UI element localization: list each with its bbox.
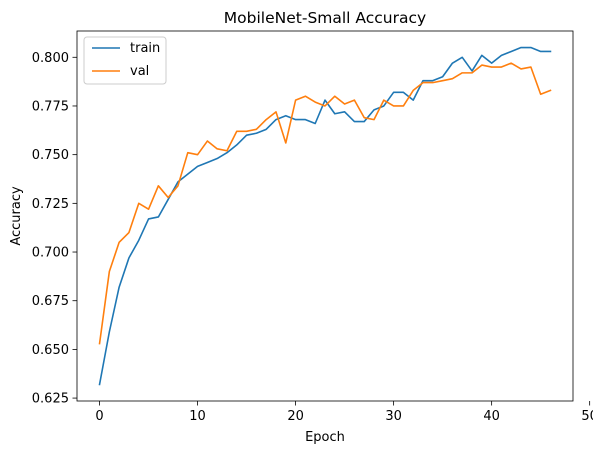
series-line-train <box>98 46 552 386</box>
legend-label-val: val <box>130 64 149 79</box>
y-tick-label: 0.700 <box>32 246 69 261</box>
plot-area <box>77 31 573 401</box>
x-tick-label: 50 <box>581 409 593 424</box>
x-tick-label: 20 <box>287 409 304 424</box>
y-tick-label: 0.775 <box>32 99 69 114</box>
chart-title: MobileNet-Small Accuracy <box>224 9 426 27</box>
x-tick-label: 0 <box>95 409 103 424</box>
x-tick-label: 30 <box>385 409 402 424</box>
y-tick-label: 0.750 <box>32 148 69 163</box>
plot-frame <box>76 30 574 402</box>
legend-label-train: train <box>130 41 160 56</box>
y-tick-label: 0.650 <box>32 343 69 358</box>
y-tick-label: 0.800 <box>32 51 69 66</box>
series-line-val <box>98 62 552 345</box>
legend: train val <box>83 36 167 85</box>
x-tick-label: 10 <box>189 409 206 424</box>
y-tick-label: 0.625 <box>32 392 69 407</box>
axes-layer: 0 10 20 30 40 50 0.625 0.650 0.675 0.700 0.725 0.75… <box>32 51 593 424</box>
y-axis-title: Accuracy <box>9 186 24 246</box>
x-axis-title: Epoch <box>305 430 345 445</box>
y-tick-label: 0.675 <box>32 294 69 309</box>
series-layer <box>98 46 552 386</box>
y-tick-label: 0.725 <box>32 197 69 212</box>
x-tick-label: 40 <box>483 409 500 424</box>
